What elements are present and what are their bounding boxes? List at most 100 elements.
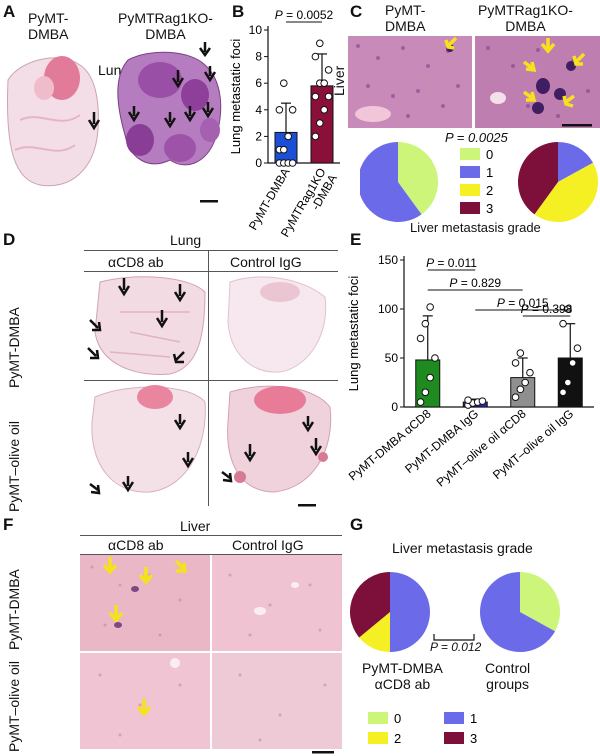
panel-label-e: E <box>350 230 362 249</box>
legend-swatch <box>460 202 480 214</box>
legend-label: 1 <box>470 711 477 726</box>
data-point <box>421 388 430 397</box>
data-point <box>316 39 324 48</box>
chart-b: Lung metastatic foci0246810PyMT-DMBAPyMT… <box>228 8 340 239</box>
y-tick-label: 50 <box>385 351 399 365</box>
divider <box>84 250 338 251</box>
data-point <box>320 79 328 87</box>
panel-d-row2-label: PyMT–olive oil <box>6 420 22 512</box>
y-tick-label: 8 <box>255 50 262 64</box>
arrow-icon <box>172 351 185 364</box>
category-label: PyMT–olive oil αCD8 <box>434 406 529 489</box>
data-point <box>284 132 293 141</box>
pie-slice <box>398 142 438 215</box>
legend-swatch <box>444 732 464 744</box>
category-label: PyMT-DMBA αCD8 <box>346 406 434 483</box>
data-point <box>288 159 297 167</box>
pie-slice <box>359 612 390 652</box>
pie-slice <box>480 572 556 652</box>
panel-c-group1-label: PyMT- DMBA <box>385 2 426 34</box>
arrow-icon <box>198 42 212 58</box>
data-point <box>426 303 434 311</box>
pie-slice <box>520 572 560 632</box>
arrow-icon <box>89 319 102 332</box>
arrow-icon <box>174 559 187 573</box>
legend-swatch <box>368 732 388 744</box>
arrow-icon <box>562 94 576 108</box>
data-point <box>280 145 288 154</box>
scale-bar <box>312 751 334 754</box>
panel-f-row1-label: PyMT-DMBA <box>6 569 22 650</box>
arrow-icon <box>121 476 135 493</box>
comparison-pvalue: P = 0.398 <box>521 302 573 316</box>
divider <box>84 380 338 381</box>
panel-label-c: C <box>350 2 363 21</box>
legend-swatch <box>444 712 464 724</box>
data-point <box>426 373 434 382</box>
panel-d-col2-label: Control IgG <box>230 254 302 270</box>
data-point <box>421 319 430 328</box>
y-tick-label: 0 <box>255 156 262 170</box>
scale-bar <box>562 124 592 127</box>
arrow-icon <box>138 567 154 585</box>
pie-slice <box>558 142 594 182</box>
panel-f-tissue-label: Liver <box>180 518 211 534</box>
comparison-pvalue: P = 0.015 <box>497 296 549 310</box>
y-tick-label: 4 <box>255 103 262 117</box>
y-axis-label: Lung metastatic foci <box>346 276 361 392</box>
y-tick-label: 2 <box>255 129 262 143</box>
y-tick-label: 10 <box>249 23 263 37</box>
panel-f-col2-label: Control IgG <box>232 537 304 553</box>
arrow-icon <box>203 66 217 83</box>
panel-f-row2-label: PyMT–olive oil <box>6 660 22 752</box>
pie-slice <box>350 572 390 638</box>
panel-d-tissue-label: Lung <box>170 232 202 248</box>
data-point <box>564 305 572 313</box>
legend-swatch <box>460 184 480 196</box>
arrow-icon <box>173 284 187 303</box>
data-point <box>324 92 333 101</box>
data-point <box>280 79 288 87</box>
arrow-icon <box>301 416 315 433</box>
arrow-icon <box>181 452 195 469</box>
panel-f-liver-micrographs <box>80 555 342 754</box>
comparison-bracket <box>433 634 475 641</box>
scale-bar <box>298 504 316 507</box>
divider <box>84 271 338 272</box>
data-point <box>416 398 425 406</box>
arrow-icon <box>243 444 257 463</box>
data-point <box>516 349 525 357</box>
arrow-icon <box>155 310 169 329</box>
data-point <box>311 132 320 141</box>
data-point <box>275 106 284 114</box>
arrow-icon <box>444 36 458 50</box>
y-tick-label: 100 <box>378 302 398 316</box>
panel-g-pies: 0 1 2 3 <box>350 572 560 746</box>
data-point <box>288 106 297 114</box>
data-point <box>416 334 425 343</box>
arrow-icon <box>87 347 100 360</box>
chart-e: Lung metastatic foci 0 50 100 150 PyMT-DMBA α… <box>346 253 594 489</box>
divider <box>80 554 342 555</box>
panel-a-group1-label: PyMT- DMBA <box>28 10 69 42</box>
panel-c-pvalue: P = 0.0025 <box>445 130 508 145</box>
panel-c-group2-label: PyMTRag1KO- DMBA <box>478 2 573 34</box>
panel-d-row1-label: PyMT-DMBA <box>6 307 22 388</box>
scale-bar <box>200 200 218 203</box>
arrow-icon <box>309 438 323 457</box>
category-label: PyMT–olive oil IgG <box>490 407 576 482</box>
panel-g-group2-label: Control groups <box>485 660 531 692</box>
panel-a-group2-label: PyMTRag1KO- DMBA <box>118 10 213 42</box>
divider <box>80 535 342 536</box>
comparison-pvalue: P = 0.011 <box>426 256 477 270</box>
y-axis-label: Lung metastatic foci <box>228 39 243 155</box>
arrow-icon <box>108 605 124 623</box>
arrow-icon <box>127 106 141 123</box>
pie-slice <box>360 142 422 222</box>
data-point <box>464 396 472 404</box>
data-point <box>559 319 567 328</box>
arrow-icon <box>522 60 537 73</box>
data-point <box>559 388 567 397</box>
data-point <box>511 393 520 401</box>
panel-d-lung-sections <box>87 276 332 507</box>
